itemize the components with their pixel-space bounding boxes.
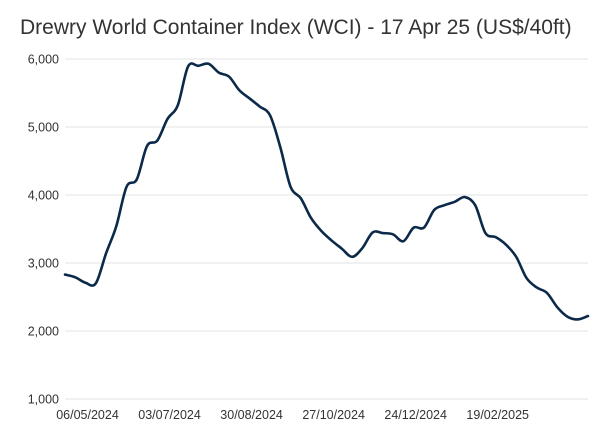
x-tick-label: 03/07/2024 (138, 408, 201, 422)
data-point (421, 225, 427, 231)
x-tick-label: 27/10/2024 (302, 408, 365, 422)
data-point (134, 176, 140, 182)
data-point (175, 102, 181, 108)
data-point (462, 194, 468, 200)
data-point (513, 254, 519, 260)
y-tick-label: 1,000 (28, 393, 59, 407)
data-point (544, 290, 550, 296)
data-point (575, 316, 581, 322)
data-point (482, 230, 488, 236)
data-point (534, 284, 540, 290)
data-point (298, 195, 304, 201)
gridlines (65, 58, 588, 400)
y-tick-label: 5,000 (28, 121, 59, 135)
data-point (165, 116, 171, 122)
data-point (585, 313, 591, 319)
series-line-wci (63, 62, 590, 321)
data-point (554, 304, 560, 310)
data-point (288, 184, 294, 190)
data-point (523, 275, 529, 281)
data-point (329, 238, 335, 244)
data-point (318, 228, 324, 234)
data-point (503, 242, 509, 248)
data-point (390, 231, 396, 237)
x-tick-label: 06/05/2024 (56, 408, 119, 422)
data-point (154, 138, 160, 144)
data-point (359, 245, 365, 251)
data-point (124, 184, 130, 190)
x-tick-label: 30/08/2024 (220, 408, 283, 422)
x-tick-label: 19/02/2025 (466, 408, 529, 422)
data-point (247, 95, 253, 101)
y-tick-label: 3,000 (28, 257, 59, 271)
data-point (349, 254, 355, 260)
data-point (431, 207, 437, 213)
y-axis-labels: 1,000 2,000 3,000 4,000 5,000 6,000 (28, 53, 59, 407)
data-point (411, 225, 417, 231)
series-group (62, 61, 591, 322)
x-axis-labels: 06/05/2024 03/07/2024 30/08/2024 27/10/2024… (56, 408, 529, 422)
data-point (144, 143, 150, 149)
x-tick-label: 24/12/2024 (384, 408, 447, 422)
data-point (206, 61, 212, 67)
data-point (400, 238, 406, 244)
data-point (564, 314, 570, 320)
y-tick-label: 2,000 (28, 325, 59, 339)
data-point (257, 104, 263, 110)
data-point (380, 230, 386, 236)
data-point (441, 202, 447, 208)
data-point (472, 202, 478, 208)
data-point (452, 199, 458, 205)
data-point (339, 246, 345, 252)
data-point (72, 274, 78, 280)
data-point (493, 234, 499, 240)
data-point (277, 144, 283, 150)
data-point (113, 223, 119, 229)
y-tick-label: 6,000 (28, 53, 59, 67)
data-point (83, 280, 89, 286)
data-point (103, 250, 109, 256)
data-point (185, 63, 191, 69)
data-point (236, 87, 242, 93)
chart-title: Drewry World Container Index (WCI) - 17 … (20, 16, 572, 39)
data-point (226, 74, 232, 80)
data-point (93, 280, 99, 286)
y-tick-label: 4,000 (28, 189, 59, 203)
data-point (370, 229, 376, 235)
data-point (216, 70, 222, 76)
data-point (62, 272, 68, 278)
data-point (267, 112, 273, 118)
data-point (195, 63, 201, 69)
data-point (308, 215, 314, 221)
